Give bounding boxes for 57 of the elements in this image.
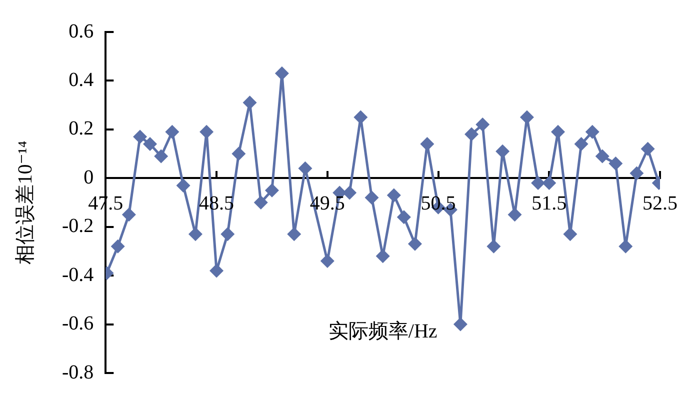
point: [630, 166, 644, 180]
point: [242, 96, 257, 110]
y-tick-label: -0.2: [62, 215, 94, 238]
point: [274, 66, 289, 80]
x-tick-label: 51.5: [532, 192, 567, 214]
point: [364, 190, 379, 205]
point: [618, 239, 633, 254]
y-tick-label: -0.6: [62, 312, 94, 335]
point: [188, 227, 202, 242]
point: [476, 118, 490, 132]
point: [542, 176, 556, 190]
point: [386, 188, 401, 202]
point: [563, 227, 578, 242]
point: [342, 186, 357, 200]
point: [176, 178, 190, 192]
point: [420, 137, 434, 152]
y-tick-label: 0: [84, 166, 94, 188]
point: [298, 161, 312, 176]
y-tick-label: 0.4: [68, 68, 94, 91]
y-tick-label: -0.8: [62, 361, 94, 384]
point: [320, 254, 334, 268]
point: [133, 130, 148, 144]
point: [464, 127, 479, 142]
x-tick-label: 52.5: [642, 192, 678, 214]
point: [200, 124, 214, 139]
point: [210, 264, 224, 278]
y-tick-label: 0.2: [68, 118, 94, 140]
point: [220, 227, 235, 242]
point: [453, 317, 468, 332]
point: [551, 124, 565, 139]
point: [376, 249, 390, 264]
point: [254, 196, 268, 210]
point: [508, 208, 522, 222]
point: [165, 124, 180, 139]
point: [585, 124, 600, 139]
y-tick-label: 0.6: [68, 20, 94, 42]
point: [143, 137, 158, 152]
point: [640, 142, 655, 156]
y-tick-label: -0.4: [62, 264, 94, 286]
point: [574, 137, 588, 152]
y-axis-title: 相位误差10⁻¹⁴: [14, 140, 36, 264]
point: [232, 146, 246, 161]
point: [122, 208, 136, 222]
point: [531, 176, 546, 190]
point: [408, 236, 422, 251]
point: [287, 227, 302, 242]
point: [520, 110, 534, 124]
point: [396, 210, 411, 224]
x-axis-title: 实际频率/Hz: [328, 320, 438, 342]
point: [486, 239, 501, 254]
point: [595, 149, 610, 164]
point: [496, 144, 510, 158]
point: [154, 149, 168, 164]
point: [608, 156, 623, 171]
point: [354, 110, 368, 124]
point: [264, 183, 279, 198]
point: [110, 239, 125, 254]
